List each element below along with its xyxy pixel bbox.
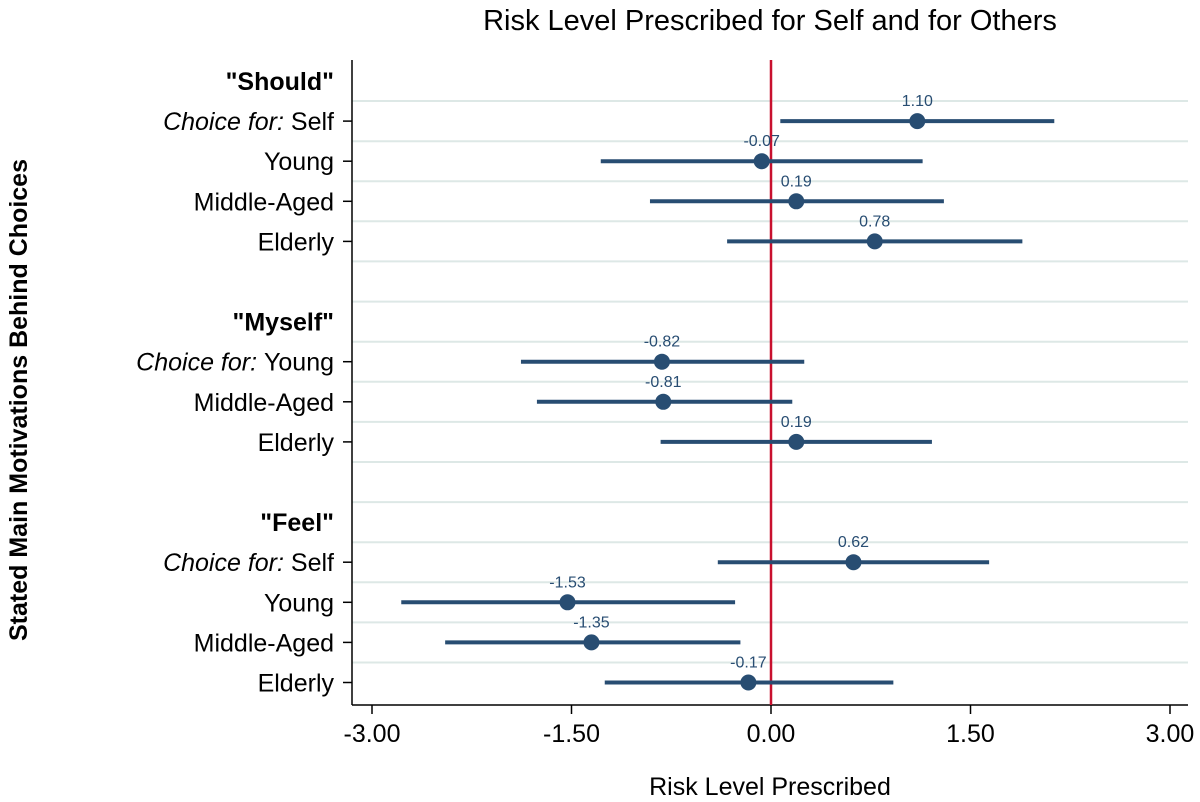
point-estimate: [753, 153, 770, 170]
category-name: Elderly: [258, 670, 335, 698]
point-estimate: [909, 113, 926, 130]
category-label: Choice for: Self: [163, 108, 334, 136]
x-tick-label: 1.50: [946, 720, 995, 748]
category-label: Young: [264, 589, 334, 617]
category-name: Middle-Aged: [194, 629, 334, 657]
category-name: Self: [291, 549, 334, 577]
axes: -3.00 -1.50 0.00 1.50 3.00 "Should" Choice for…: [136, 60, 1194, 748]
category-name: Middle-Aged: [194, 389, 334, 417]
point-estimate: [655, 393, 672, 410]
x-tick-label: 0.00: [747, 720, 796, 748]
category-name: Self: [291, 108, 334, 136]
point-estimate: [866, 233, 883, 250]
point-estimate: [559, 594, 576, 611]
data-label: 0.62: [838, 534, 869, 551]
data-label: 0.78: [859, 213, 890, 230]
y-axis-label: Stated Main Motivations Behind Choices: [5, 159, 33, 641]
group-label: "Should": [226, 68, 334, 96]
category-prefix: Choice for:: [136, 349, 264, 377]
category-label: Choice for: Young: [136, 349, 334, 377]
category-name: Middle-Aged: [194, 188, 334, 216]
point-estimate: [845, 554, 862, 571]
category-label: Choice for: Self: [163, 549, 334, 577]
category-name: Elderly: [258, 429, 335, 457]
point-estimate: [788, 193, 805, 210]
category-label: Young: [264, 148, 334, 176]
category-label: Middle-Aged: [194, 629, 334, 657]
category-label: Elderly: [258, 670, 335, 698]
category-prefix: Choice for:: [163, 108, 291, 136]
category-name: Young: [264, 349, 334, 377]
data-label: -0.82: [644, 334, 681, 351]
data-label: 0.19: [781, 414, 812, 431]
category-name: Young: [264, 589, 334, 617]
data-label: -0.17: [730, 655, 767, 672]
data-label: -1.35: [573, 614, 610, 631]
x-tick-label: -3.00: [344, 720, 401, 748]
category-label: Middle-Aged: [194, 188, 334, 216]
point-estimate: [583, 634, 600, 651]
data-label: -0.81: [645, 374, 682, 391]
group-label: "Myself": [232, 309, 334, 337]
data-label: 0.19: [781, 173, 812, 190]
point-estimate: [788, 433, 805, 450]
point-estimate: [740, 674, 757, 691]
x-axis-label: Risk Level Prescribed: [649, 773, 891, 801]
x-tick-label: -1.50: [543, 720, 600, 748]
category-name: Elderly: [258, 228, 335, 256]
data-label: -1.53: [549, 574, 586, 591]
point-estimate: [653, 353, 670, 370]
category-label: Elderly: [258, 429, 335, 457]
x-tick-label: 3.00: [1146, 720, 1195, 748]
category-label: Middle-Aged: [194, 389, 334, 417]
category-name: Young: [264, 148, 334, 176]
group-label: "Feel": [260, 509, 334, 537]
data-label: -0.07: [743, 133, 780, 150]
data-label: 1.10: [902, 93, 933, 110]
category-label: Elderly: [258, 228, 335, 256]
plot-marks: 1.10 -0.07 0.19 0.78 -0.82 -0.81 0.19 0.62 -1.53…: [401, 60, 1055, 705]
category-prefix: Choice for:: [163, 549, 291, 577]
chart-title: Risk Level Prescribed for Self and for O…: [483, 5, 1057, 37]
